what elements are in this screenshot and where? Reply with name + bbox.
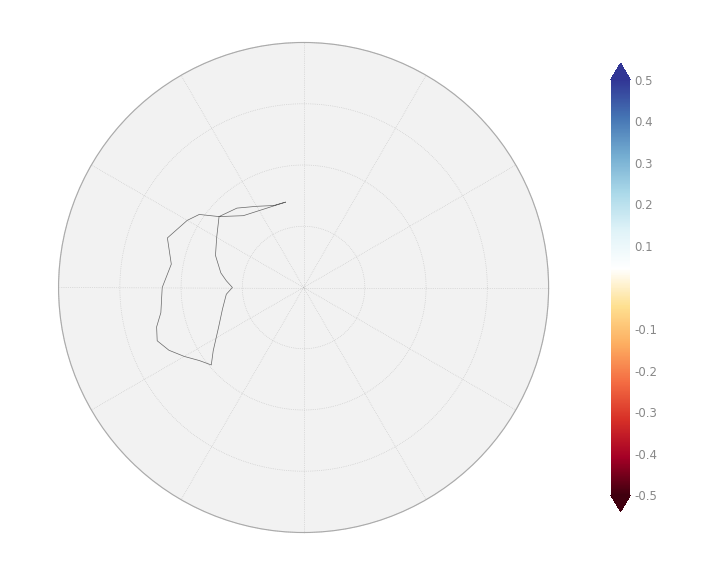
FancyBboxPatch shape: [22, 6, 585, 569]
PathPatch shape: [611, 63, 630, 80]
PathPatch shape: [611, 495, 630, 512]
Circle shape: [59, 43, 549, 532]
